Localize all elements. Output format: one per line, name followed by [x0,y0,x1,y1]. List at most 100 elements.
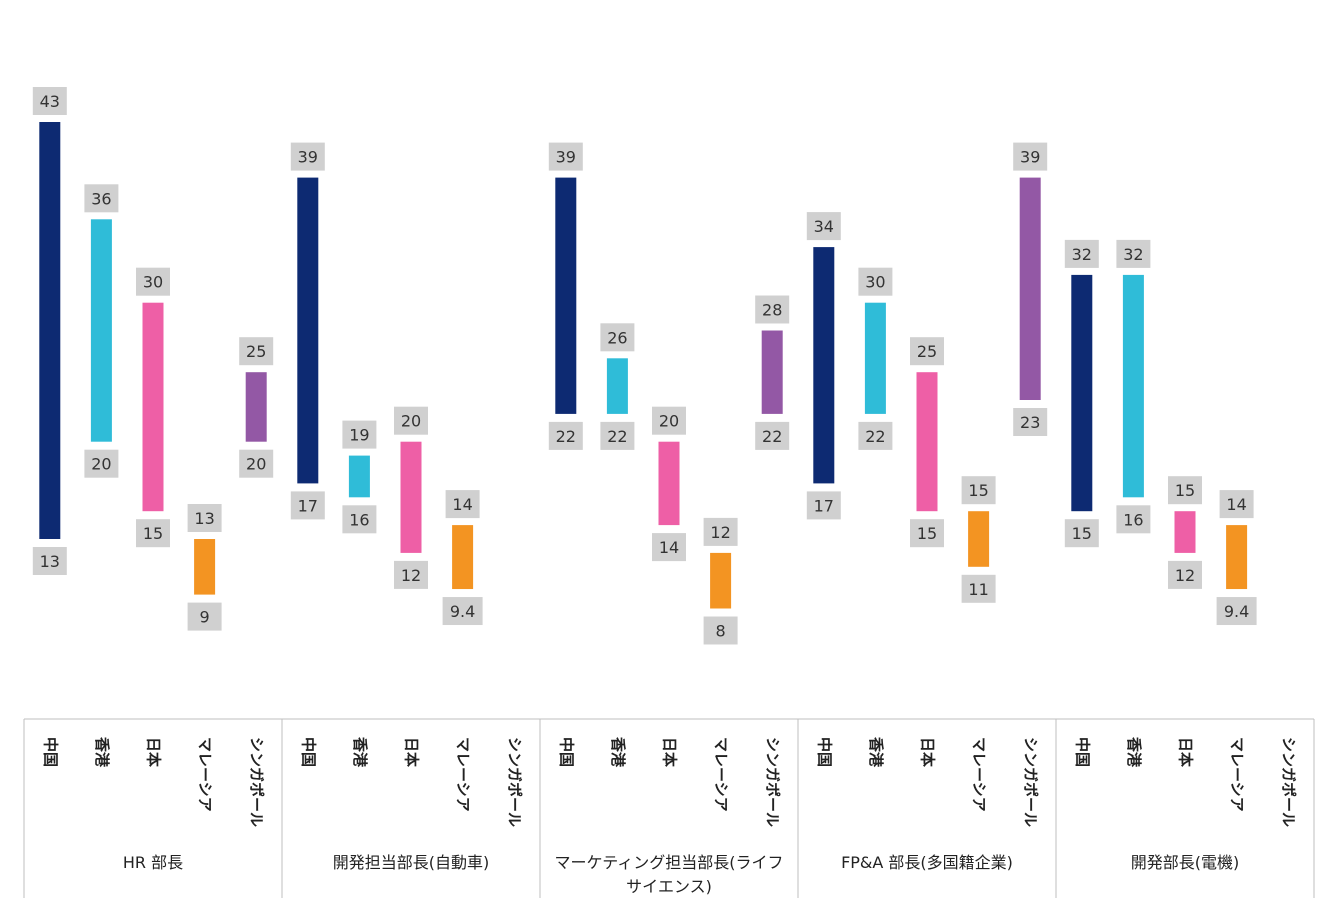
low-value-label-box [187,602,222,631]
high-value-label-box [961,476,996,505]
category-label: シンガポール [248,737,266,827]
low-value-label: 17 [814,496,834,515]
range-bar [297,177,319,484]
high-value-label-box [1168,476,1202,505]
category-label: 日本 [1177,737,1195,767]
high-value-label-box [806,212,841,241]
group-label: 開発部長(電機) [1131,853,1240,872]
high-value-label-box [187,504,222,532]
category-label: 香港 [1125,737,1143,768]
range-bar [606,358,628,414]
high-value-label: 39 [556,148,576,167]
range-bar [400,441,422,553]
low-value-label: 22 [556,427,576,446]
category-label: マレーシア [970,737,988,812]
high-value-label: 32 [1123,245,1143,264]
category-label: 中国 [1073,737,1091,767]
low-value-label-box [858,421,893,450]
high-value-label-box [239,337,274,366]
low-value-label-box [84,449,119,478]
high-value-label: 34 [814,217,834,236]
category-label: シンガポール [506,737,524,827]
high-value-label-box [548,142,583,171]
low-value-label: 16 [349,510,369,529]
low-value-label-box [239,449,274,478]
low-value-label: 16 [1123,510,1143,529]
low-value-label-box [394,560,428,589]
low-value-label: 11 [968,580,988,599]
category-label: シンガポール [1022,737,1040,827]
high-value-label: 28 [762,301,782,320]
high-value-label-box [394,406,428,435]
high-value-label: 12 [710,523,730,542]
high-value-label: 20 [659,412,679,431]
category-label: 日本 [661,737,679,767]
high-value-label: 30 [865,273,885,292]
high-value-label: 36 [91,189,111,208]
low-value-label: 9.4 [450,602,475,621]
range-bar [245,372,267,442]
range-bar [813,247,835,484]
range-bar [1226,525,1248,590]
low-value-label: 9 [200,608,210,627]
high-value-label: 43 [40,92,60,111]
high-value-label-box [445,490,480,519]
category-label: 日本 [145,737,163,767]
group-label: FP&A 部長(多国籍企業) [841,853,1013,872]
range-bar [555,177,577,414]
low-value-label-box [1064,519,1099,548]
high-value-label: 19 [349,426,369,445]
high-value-label: 14 [1226,495,1246,514]
category-label: 日本 [919,737,937,767]
high-value-label: 30 [143,273,163,292]
low-value-label-box [652,533,686,562]
category-label: 香港 [867,737,885,768]
category-label: マレーシア [196,737,214,812]
low-value-label: 22 [607,427,627,446]
high-value-label-box [703,517,738,546]
low-value-label-box [600,421,635,450]
high-value-label: 25 [246,342,266,361]
category-label: マレーシア [712,737,730,812]
low-value-label-box [755,421,790,450]
category-label: 香港 [351,737,369,768]
low-value-label-box [1168,560,1202,589]
group-label: マーケティング担当部長(ライフ [555,853,784,872]
category-label: 中国 [41,737,59,767]
category-label: 中国 [815,737,833,767]
range-bar [90,219,112,442]
low-value-label-box [442,597,483,626]
high-value-label-box [1013,142,1048,171]
high-value-label-box [1064,239,1099,268]
range-bar [452,525,474,590]
low-value-label: 14 [659,538,679,557]
high-value-label-box [910,337,944,366]
range-bar [916,372,938,512]
low-value-label: 22 [865,427,885,446]
range-bar [864,302,886,414]
high-value-label-box [290,142,325,171]
low-value-label-box [806,491,841,520]
low-value-label-box [910,519,944,548]
range-bar [142,302,164,512]
high-value-label: 25 [917,342,937,361]
high-value-label: 15 [1175,481,1195,500]
high-value-label: 14 [452,495,472,514]
low-value-label-box [1116,505,1151,534]
high-value-label: 20 [401,412,421,431]
high-value-label-box [858,267,893,296]
group-label: HR 部長 [123,853,183,872]
high-value-label-box [1116,239,1151,268]
range-bar [348,455,370,498]
low-value-label: 9.4 [1224,602,1249,621]
low-value-label-box [1013,408,1048,436]
low-value-label: 20 [246,455,266,474]
high-value-label-box [652,406,686,435]
low-value-label: 15 [143,524,163,543]
range-bar [194,539,216,595]
low-value-label-box [290,491,325,520]
low-value-label: 8 [716,622,726,641]
category-label: 香港 [93,737,111,768]
category-label: 中国 [299,737,317,767]
range-bar [1019,177,1041,400]
